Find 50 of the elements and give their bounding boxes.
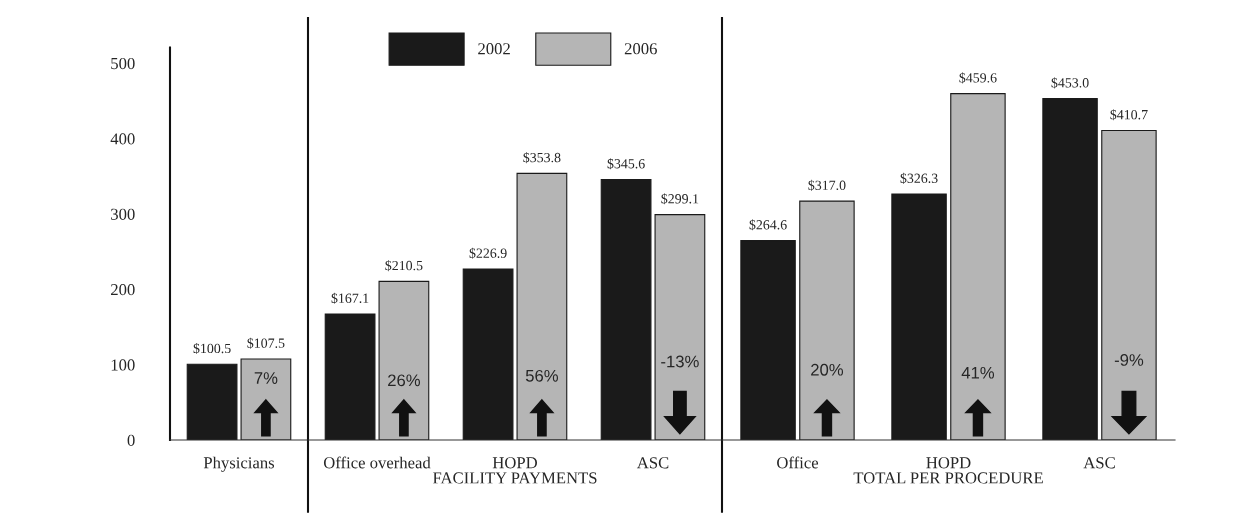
data-label: $264.6 <box>749 219 787 231</box>
annotation: 56% <box>525 369 558 382</box>
x-tick-label: ASC <box>1083 457 1115 469</box>
data-label: $453.0 <box>1051 77 1089 89</box>
y-tick-label: 0 <box>127 434 135 446</box>
y-tick-label: 400 <box>110 133 135 145</box>
data-label: $345.6 <box>607 158 645 170</box>
bar <box>799 200 855 440</box>
bar <box>516 172 568 440</box>
x-axis-title: TOTAL PER PROCEDURE <box>853 472 1043 484</box>
bar <box>324 313 376 440</box>
data-label: $317.0 <box>808 179 846 191</box>
x-axis-title: FACILITY PAYMENTS <box>432 472 597 484</box>
x-tick-label: Office overhead <box>323 456 431 469</box>
data-label: $459.6 <box>959 72 997 84</box>
data-label: $210.5 <box>385 260 423 272</box>
data-label: $107.5 <box>247 337 285 349</box>
y-tick-label: 200 <box>111 283 135 296</box>
bar <box>950 93 1006 440</box>
bar <box>600 179 652 440</box>
x-tick-label: Office <box>777 456 819 469</box>
x-tick-label: HOPD <box>492 457 538 469</box>
data-label: $167.1 <box>331 292 369 304</box>
bar <box>654 214 706 440</box>
y-tick-label: 500 <box>111 57 135 70</box>
data-label: $410.7 <box>1110 109 1148 121</box>
data-label: $299.1 <box>661 193 699 205</box>
data-label: $100.5 <box>193 342 231 355</box>
annotation: 20% <box>811 363 844 376</box>
annotation: 41% <box>961 366 995 379</box>
annotation: -9% <box>1114 354 1144 366</box>
bar <box>891 193 947 440</box>
y-tick-label: 300 <box>111 208 135 220</box>
bar <box>1042 98 1098 440</box>
x-tick-label: ASC <box>636 457 669 469</box>
data-label: $353.8 <box>523 152 561 164</box>
x-tick-label: Physicians <box>203 456 275 472</box>
y-tick-label: 100 <box>111 359 135 371</box>
bar <box>740 240 796 440</box>
x-tick-label: HOPD <box>926 457 971 469</box>
annotation: 26% <box>388 374 420 387</box>
annotation: -13% <box>661 355 699 368</box>
bar <box>1101 129 1157 440</box>
data-label: $326.3 <box>900 172 938 184</box>
bar <box>378 280 430 440</box>
data-label: $226.9 <box>469 247 507 259</box>
bar <box>462 268 514 440</box>
annotation: 7% <box>254 372 278 384</box>
legend-label: 2006 <box>624 43 657 55</box>
legend-label: 2002 <box>478 43 510 55</box>
